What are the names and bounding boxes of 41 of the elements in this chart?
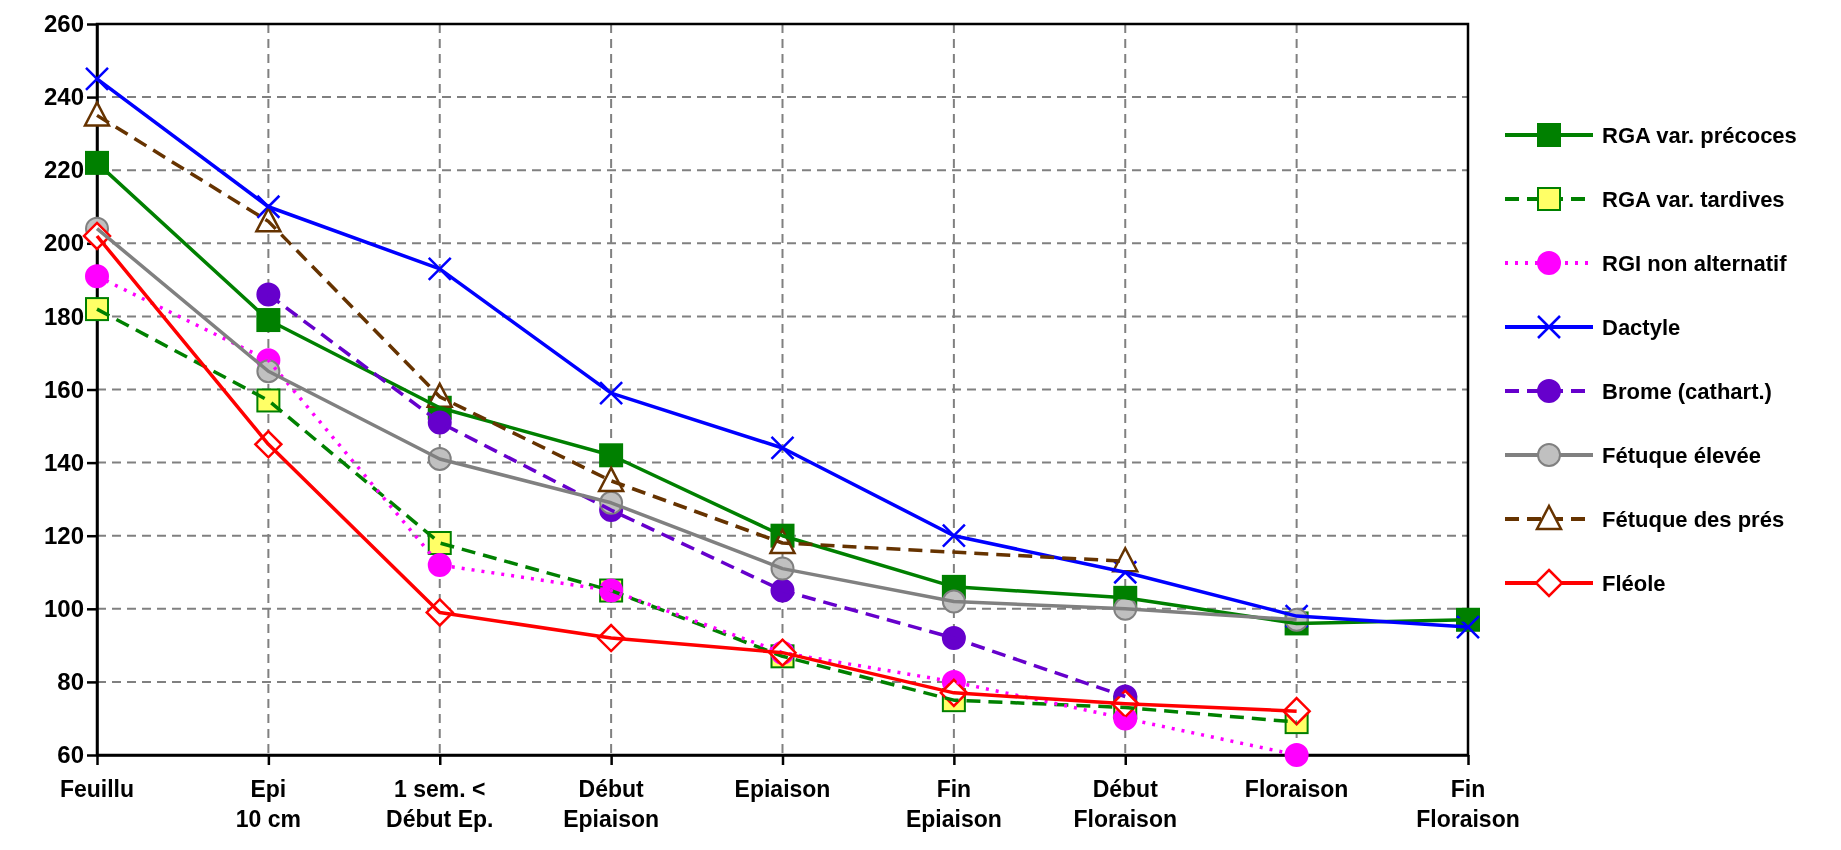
point — [84, 66, 110, 92]
point — [1284, 743, 1309, 767]
y-tick-label: 60 — [57, 741, 84, 769]
point — [85, 150, 109, 175]
point — [941, 523, 967, 548]
legend-label: Fétuque élevée — [1602, 443, 1761, 468]
y-tick-label: 220 — [43, 156, 84, 184]
x-tick-label: Floraison — [1244, 776, 1349, 802]
x-tick-label: Fin Epiaison — [905, 776, 1002, 832]
legend-label: RGA var. précoces — [1602, 123, 1797, 148]
x-tick-label: Epi 10 cm — [235, 776, 301, 832]
point — [85, 264, 109, 289]
y-tick-label: 140 — [43, 448, 84, 476]
point — [770, 435, 795, 461]
point — [427, 256, 452, 282]
point — [256, 194, 281, 219]
x-tick-label: Feuillu — [59, 776, 135, 802]
y-tick-label: 200 — [43, 229, 84, 257]
point — [427, 552, 452, 577]
y-tick-label: 100 — [43, 594, 84, 622]
point — [256, 282, 281, 307]
point — [85, 297, 109, 322]
legend-label: Fétuque des prés — [1602, 507, 1785, 532]
legend-label: RGI non alternatif — [1602, 251, 1788, 276]
y-tick-label: 260 — [43, 10, 84, 38]
x-tick-label: Fin Floraison — [1416, 776, 1520, 832]
point — [941, 626, 966, 651]
y-tick-label: 160 — [43, 375, 84, 403]
legend-label: Dactyle — [1602, 315, 1681, 340]
legend-label: Fléole — [1602, 571, 1666, 596]
y-tick-label: 240 — [43, 83, 84, 111]
x-tick-label: Début Epiaison — [563, 776, 660, 832]
y-tick-label: 180 — [43, 302, 84, 330]
legend-label: Brome (cathart.) — [1602, 379, 1772, 404]
x-tick-label: 1 sem. < Début Ep. — [386, 776, 494, 832]
legend-label: RGA var. tardives — [1602, 187, 1785, 212]
x-tick-label: Epiaison — [734, 776, 831, 802]
point — [598, 380, 624, 406]
x-tick-label: Début Floraison — [1073, 776, 1178, 832]
y-tick-label: 80 — [57, 668, 84, 696]
y-tick-label: 120 — [43, 521, 84, 549]
